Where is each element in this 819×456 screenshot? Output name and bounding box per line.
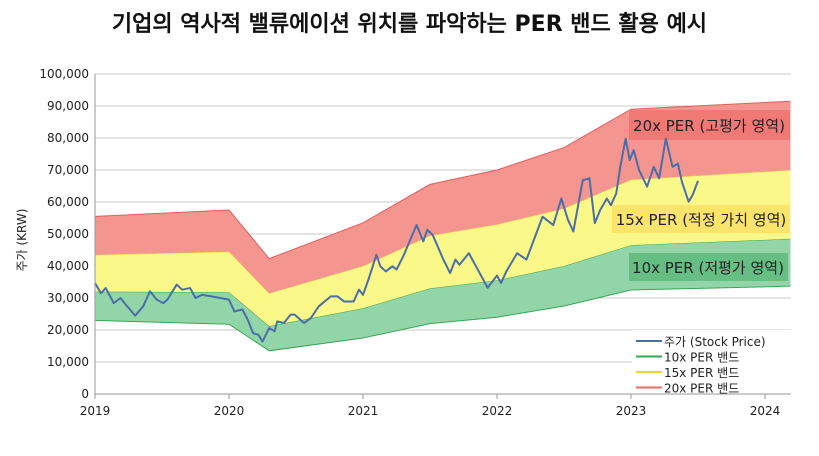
y-tick-label: 70,000 xyxy=(47,163,89,177)
y-axis-label: 주가 (KRW) xyxy=(15,209,29,272)
stock-price-path xyxy=(94,137,699,343)
band-lower-edge xyxy=(94,285,791,352)
axes: 0 10,000 20,000 30,000 40,000 50,000 60,000 70,… xyxy=(39,67,791,418)
low-label: 10x PER (저평가 영역) xyxy=(632,259,784,277)
x-tick-label: 2019 xyxy=(80,404,111,418)
y-tick-label: 0 xyxy=(81,387,89,401)
legend-label: 10x PER 밴드 xyxy=(664,351,739,365)
legend-label: 15x PER 밴드 xyxy=(664,366,739,380)
y-tick-label: 100,000 xyxy=(39,67,89,81)
band-10x xyxy=(95,238,791,351)
legend-label: 20x PER 밴드 xyxy=(664,382,739,396)
high-label: 20x PER (고평가 영역) xyxy=(633,117,785,135)
band-20x xyxy=(95,101,791,294)
y-tick-label: 50,000 xyxy=(47,227,89,241)
y-tick-label: 90,000 xyxy=(47,99,89,113)
x-tick-label: 2022 xyxy=(482,404,513,418)
fair-label: 15x PER (적정 가치 영역) xyxy=(616,211,787,229)
y-tick-label: 10,000 xyxy=(47,355,89,369)
x-tick-label: 2023 xyxy=(616,404,647,418)
x-tick-label: 2020 xyxy=(214,404,245,418)
band-20x-edge xyxy=(94,100,791,260)
x-tick-label: 2021 xyxy=(348,404,379,418)
fair-label-box xyxy=(612,205,790,233)
stock-price-line xyxy=(94,137,699,343)
y-tick-label: 20,000 xyxy=(47,323,89,337)
band-labels: 20x PER (고평가 영역) 15x PER (적정 가치 영역) 10x … xyxy=(612,110,790,281)
y-tick-label: 30,000 xyxy=(47,291,89,305)
y-tick-label: 40,000 xyxy=(47,259,89,273)
y-tick-label: 80,000 xyxy=(47,131,89,145)
y-tick-label: 60,000 xyxy=(47,195,89,209)
chart-title: 기업의 역사적 밸류에이션 위치를 파악하는 PER 밴드 활용 예시 xyxy=(111,12,708,37)
low-label-box xyxy=(629,253,788,281)
legend-label: 주가 (Stock Price) xyxy=(664,335,766,349)
x-tick-label: 2024 xyxy=(750,404,781,418)
high-label-box xyxy=(629,110,790,140)
